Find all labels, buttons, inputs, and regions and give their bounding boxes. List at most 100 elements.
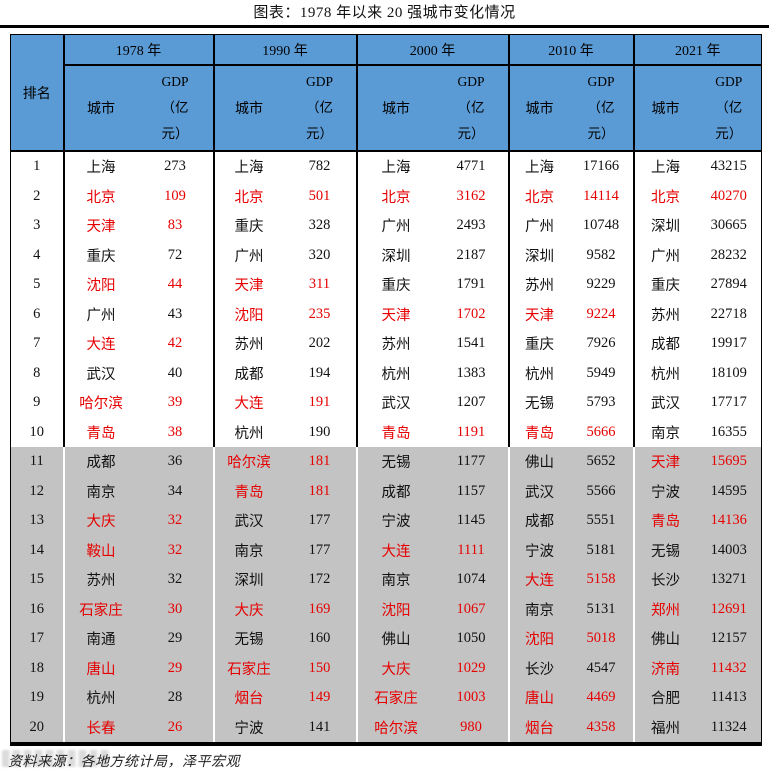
gdp-cell: 17717 — [710, 394, 747, 411]
city-cell: 广州 — [212, 240, 284, 270]
gdp-cell: 30665 — [710, 217, 747, 234]
table-row-2: 2 北京 109 北京 501 北京 3162 北京 14114 北京 40270 — [11, 181, 762, 211]
table-row-8: 8 武汉 40 成都 194 杭州 1383 杭州 5949 杭州 18109 — [11, 358, 762, 388]
gdp-cell: 2187 — [456, 246, 486, 263]
gdp-cell: 83 — [167, 217, 183, 234]
gdp-cell: 169 — [283, 594, 357, 624]
table-body: 1 上海 273 上海 782 上海 4771 上海 17166 上海 43215 2 北京 109 北京 5… — [10, 151, 762, 744]
gdp-cell: 5551 — [569, 506, 634, 536]
rank-cell: 3 — [33, 217, 41, 234]
table-row-17: 17 南通 29 无锡 160 佛山 1050 沈阳 5018 佛山 12157 — [10, 624, 762, 654]
gdp-cell: 30 — [137, 594, 214, 624]
rank-cell: 1 — [33, 158, 41, 175]
city-cell: 哈尔滨 — [62, 388, 138, 418]
city-cell: 青岛 — [213, 476, 284, 506]
gdp-cell: 9229 — [586, 276, 616, 293]
gdp-cell: 12691 — [696, 594, 762, 624]
city-cell: 南京 — [63, 476, 138, 506]
gdp-cell: 1702 — [456, 305, 486, 322]
gdp-cell: 150 — [283, 653, 357, 683]
gdp-cell: 149 — [283, 683, 357, 713]
city-cell: 天津 — [62, 211, 138, 241]
city-cell: 成都 — [212, 358, 284, 388]
rank-cell: 13 — [10, 506, 64, 536]
city-cell: 青岛 — [62, 417, 138, 447]
city-cell: 广州 — [632, 240, 697, 270]
city-cell: 唐山 — [63, 653, 138, 683]
city-cell: 济南 — [633, 653, 697, 683]
city-cell: 北京 — [212, 181, 284, 211]
sub-header-row: 城市 GDP （亿 元） 城市 GDP （亿 元） 城市 GDP （亿 元） 城市 GDP （亿 元） 城市 GD… — [11, 65, 762, 151]
city-cell: 唐山 — [508, 683, 570, 713]
gdp-cell: 782 — [308, 158, 331, 175]
gdp-cell: 191 — [308, 394, 331, 411]
gdp-cell: 1791 — [456, 276, 486, 293]
table-row-1: 1 上海 273 上海 782 上海 4771 上海 17166 上海 43215 — [11, 151, 762, 182]
gdp-cell: 17166 — [582, 158, 620, 175]
city-cell: 北京 — [632, 181, 697, 211]
city-cell: 无锡 — [356, 447, 435, 477]
city-subheader-3: 城市 — [507, 65, 570, 151]
city-cell: 杭州 — [63, 683, 138, 713]
city-cell: 沈阳 — [356, 594, 435, 624]
table-header: 排名 1978 年 1990 年 2000 年 2010 年 2021 年 城市 GDP （亿… — [10, 34, 762, 151]
gdp-cell: 181 — [283, 447, 357, 477]
gdp-subheader-line: GDP — [161, 74, 189, 89]
city-gdp-table: 排名 1978 年 1990 年 2000 年 2010 年 2021 年 城市 GDP （亿… — [10, 34, 762, 746]
table-row-14: 14 鞍山 32 南京 177 大连 1111 宁波 5181 无锡 14003 — [10, 535, 762, 565]
gdp-cell: 43215 — [710, 158, 747, 175]
city-cell: 重庆 — [632, 270, 697, 300]
gdp-cell: 13271 — [696, 565, 762, 595]
city-subheader-4: 城市 — [632, 65, 697, 151]
gdp-subheader-0: GDP （亿 元） — [137, 65, 214, 151]
gdp-cell: 202 — [308, 335, 331, 352]
city-cell: 武汉 — [355, 388, 435, 418]
title-rule — [0, 25, 769, 28]
gdp-cell: 1177 — [434, 447, 509, 477]
rank-cell: 20 — [10, 712, 64, 744]
city-cell: 长春 — [63, 712, 138, 744]
city-cell: 上海 — [212, 151, 284, 182]
gdp-subheader-line: GDP — [587, 74, 615, 89]
year-header-row: 排名 1978 年 1990 年 2000 年 2010 年 2021 年 — [10, 34, 762, 151]
year-header-4: 2021 年 — [632, 34, 762, 66]
gdp-cell: 39 — [167, 394, 183, 411]
gdp-cell: 109 — [164, 187, 186, 204]
city-cell: 石家庄 — [63, 594, 138, 624]
city-cell: 北京 — [507, 181, 570, 211]
city-cell: 杭州 — [355, 358, 435, 388]
gdp-cell: 32 — [137, 535, 214, 565]
gdp-subheader-line: 元） — [161, 126, 189, 141]
gdp-cell: 72 — [167, 246, 183, 263]
city-cell: 大连 — [212, 388, 284, 418]
city-cell: 石家庄 — [356, 683, 435, 713]
city-cell: 杭州 — [507, 358, 570, 388]
city-cell: 武汉 — [213, 506, 284, 536]
gdp-subheader-line: 元） — [587, 126, 615, 141]
city-cell: 成都 — [632, 329, 697, 359]
gdp-subheader-line: （亿 — [306, 100, 333, 115]
city-cell: 哈尔滨 — [356, 712, 435, 744]
gdp-cell: 44 — [167, 276, 183, 293]
gdp-cell: 12157 — [696, 624, 762, 654]
footer: 资料来源：各地方统计局，泽平宏观 — [2, 750, 769, 771]
gdp-cell: 172 — [283, 565, 357, 595]
gdp-cell: 1207 — [456, 394, 486, 411]
gdp-cell: 235 — [308, 305, 331, 322]
table-row-4: 4 重庆 72 广州 320 深圳 2187 深圳 9582 广州 28232 — [11, 240, 762, 270]
rank-cell: 17 — [10, 624, 64, 654]
rank-cell: 11 — [10, 447, 64, 477]
city-cell: 宁波 — [356, 506, 435, 536]
table-row-9: 9 哈尔滨 39 大连 191 武汉 1207 无锡 5793 武汉 17717 — [11, 388, 762, 418]
table-row-18: 18 唐山 29 石家庄 150 大庆 1029 长沙 4547 济南 11432 — [10, 653, 762, 683]
gdp-cell: 5949 — [586, 364, 616, 381]
gdp-cell: 5018 — [569, 624, 634, 654]
city-cell: 苏州 — [63, 565, 138, 595]
gdp-cell: 14595 — [696, 476, 762, 506]
gdp-cell: 160 — [283, 624, 357, 654]
gdp-cell: 29 — [137, 624, 214, 654]
gdp-cell: 36 — [137, 447, 214, 477]
city-subheader-1: 城市 — [212, 65, 284, 151]
city-cell: 深圳 — [507, 240, 570, 270]
